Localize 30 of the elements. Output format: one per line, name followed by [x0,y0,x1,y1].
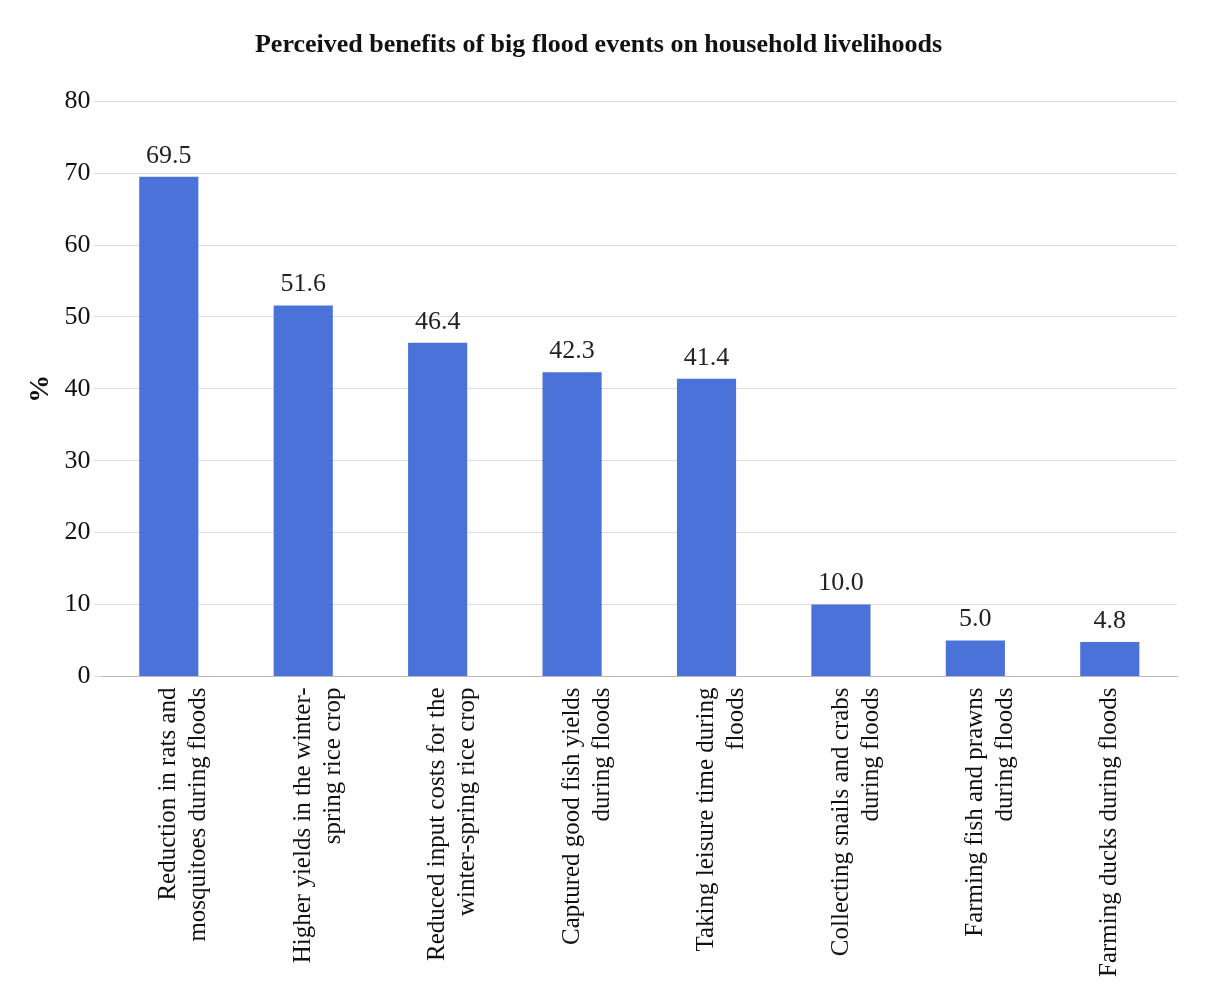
bar [139,176,199,676]
bar [811,604,871,676]
y-tick-label: 70 [64,156,91,186]
x-tick-label: Reduction in rats and mosquitoes during floods [153,686,211,942]
chart-title: Perceived benefits of big flood events on household livelihoods [254,29,943,59]
data-label: 5.0 [959,603,992,633]
data-label: 42.3 [549,335,595,365]
bar [1080,641,1140,676]
bar [945,640,1005,676]
x-tick-label: Farming ducks during floods [1094,687,1122,978]
data-label: 4.8 [1093,604,1127,634]
y-tick-label: 80 [64,85,91,115]
data-label: 41.4 [683,341,730,371]
bar [542,372,602,676]
data-label: 69.5 [146,139,192,169]
y-tick-label: 60 [64,228,91,258]
data-label: 10.0 [818,567,864,597]
y-axis-title: % [23,374,55,403]
y-tick-label: 10 [64,588,91,618]
bar [408,342,468,676]
y-tick-label: 20 [64,516,91,546]
y-tick-label: 0 [77,660,91,690]
data-label: 46.4 [414,305,461,335]
bar [273,305,333,676]
y-tick-label: 30 [64,444,91,474]
data-label: 51.6 [280,268,326,298]
y-tick-label: 50 [64,300,91,330]
bar [676,378,737,676]
y-tick-label: 40 [64,372,91,402]
x-tick-label: Taking leisure time during floods [691,686,749,952]
